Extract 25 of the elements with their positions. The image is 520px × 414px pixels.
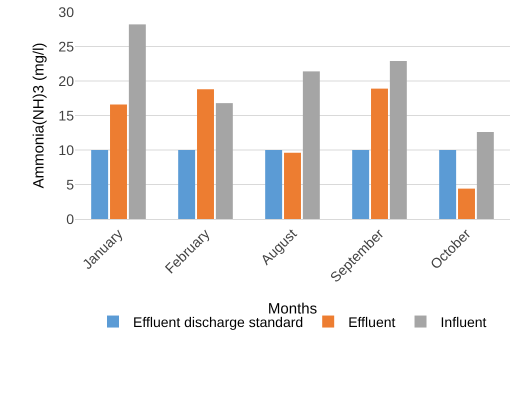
bar [265,150,282,219]
bar [352,150,370,219]
legend-label: Influent [440,314,487,330]
legend-label: Effluent [348,314,396,330]
bar [439,150,456,219]
bar [110,104,127,219]
bar [458,188,475,219]
bar [302,71,320,219]
bar [284,152,301,219]
y-tick-label: 30 [58,4,74,20]
bar [390,60,407,219]
bar [128,24,146,219]
y-axis-title: Ammonia(NH)3 (mg/l) [30,42,48,188]
y-tick-label: 25 [58,38,74,54]
bar [178,150,196,219]
y-tick-label: 0 [66,210,74,227]
bar [91,150,108,219]
y-tick-label: 15 [58,107,74,124]
y-tick-label: 5 [66,176,74,192]
bar [371,88,388,219]
y-tick-label: 20 [58,72,74,89]
y-tick-label: 10 [58,142,74,158]
bar [476,132,494,219]
bar [216,103,233,219]
bar [197,89,214,219]
